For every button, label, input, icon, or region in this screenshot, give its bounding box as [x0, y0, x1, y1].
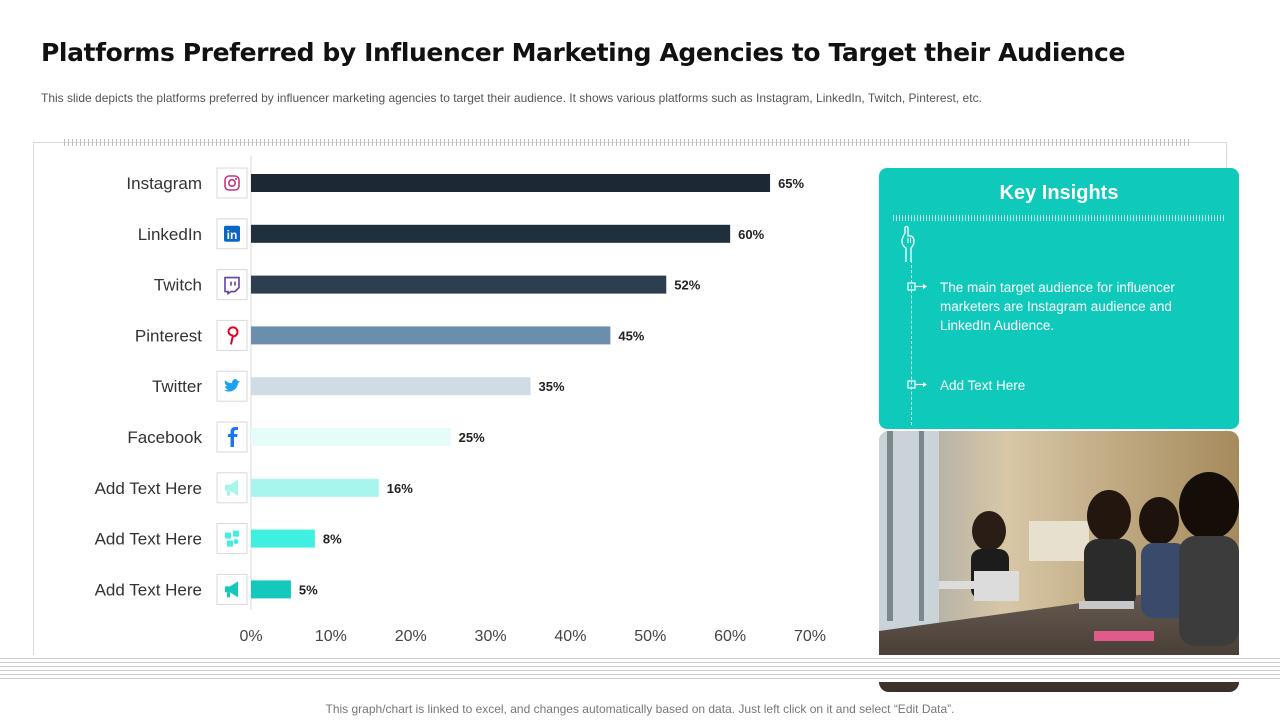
- insight-text-2: Add Text Here: [940, 378, 1026, 393]
- instagram-icon: [216, 167, 248, 199]
- pinterest-icon: [216, 319, 248, 351]
- bar[interactable]: [251, 275, 667, 294]
- facebook-icon: [216, 421, 248, 453]
- x-tick-label: 20%: [395, 628, 427, 645]
- data-label: 35%: [539, 379, 565, 394]
- category-label: Pinterest: [135, 326, 202, 345]
- twitch-icon: [216, 269, 248, 301]
- category-label: Facebook: [127, 428, 202, 447]
- x-tick-label: 60%: [714, 628, 746, 645]
- key-insights-title: Key Insights: [999, 182, 1119, 204]
- data-label: 45%: [618, 328, 644, 343]
- top-hatch-divider: [64, 139, 1190, 146]
- x-tick-label: 40%: [554, 628, 586, 645]
- page-subtitle: This slide depicts the platforms preferr…: [41, 91, 982, 105]
- pointing-hand-icon: [901, 225, 915, 262]
- bar[interactable]: [251, 377, 531, 396]
- linkedin-icon: in: [216, 218, 248, 250]
- twitter-icon: [216, 370, 248, 402]
- footer-note: This graph/chart is linked to excel, and…: [325, 702, 955, 716]
- x-tick-label: 10%: [315, 628, 347, 645]
- x-tick-label: 30%: [475, 628, 507, 645]
- category-label: LinkedIn: [138, 225, 202, 244]
- page-title: Platforms Preferred by Influencer Market…: [41, 38, 1126, 67]
- megaphone-icon: [216, 573, 248, 605]
- bar[interactable]: [251, 529, 315, 548]
- bar-chart[interactable]: Instagram 65% LinkedIn in 60% Twitch 52% Pinter…: [0, 0, 870, 660]
- category-label: Add Text Here: [95, 479, 202, 498]
- x-tick-label: 0%: [239, 628, 262, 645]
- key-insights-panel: Key Insights The main target audience fo…: [879, 168, 1239, 429]
- puzzle-icon: [216, 523, 248, 555]
- bar[interactable]: [251, 580, 291, 599]
- category-label: Add Text Here: [95, 580, 202, 599]
- category-label: Instagram: [126, 174, 202, 193]
- bar[interactable]: [251, 428, 451, 446]
- x-tick-label: 70%: [794, 628, 826, 645]
- category-label: Add Text Here: [95, 530, 202, 549]
- insights-timeline: [911, 260, 912, 425]
- bullet-arrow-icon: [907, 282, 927, 291]
- megaphone-icon: [216, 472, 248, 504]
- data-label: 60%: [738, 227, 764, 242]
- data-label: 25%: [459, 430, 485, 445]
- bar[interactable]: [251, 326, 611, 345]
- bar[interactable]: [251, 224, 731, 243]
- data-label: 8%: [323, 532, 342, 547]
- bottom-stripes-decoration: [0, 655, 1280, 682]
- x-tick-label: 50%: [634, 628, 666, 645]
- insights-hatch-divider: [893, 215, 1225, 221]
- category-label: Twitch: [154, 276, 202, 295]
- category-label: Twitter: [152, 377, 202, 396]
- data-label: 65%: [778, 176, 804, 191]
- data-label: 5%: [299, 582, 318, 597]
- bar[interactable]: [251, 478, 379, 497]
- data-label: 16%: [387, 481, 413, 496]
- meeting-photo: [879, 431, 1239, 692]
- bullet-arrow-icon: [907, 380, 927, 389]
- bar[interactable]: [251, 174, 771, 192]
- insight-text-1: The main target audience for influencer …: [940, 280, 1175, 333]
- svg-text:in: in: [227, 228, 238, 242]
- meeting-photo-illustration: [879, 431, 1239, 692]
- data-label: 52%: [674, 278, 700, 293]
